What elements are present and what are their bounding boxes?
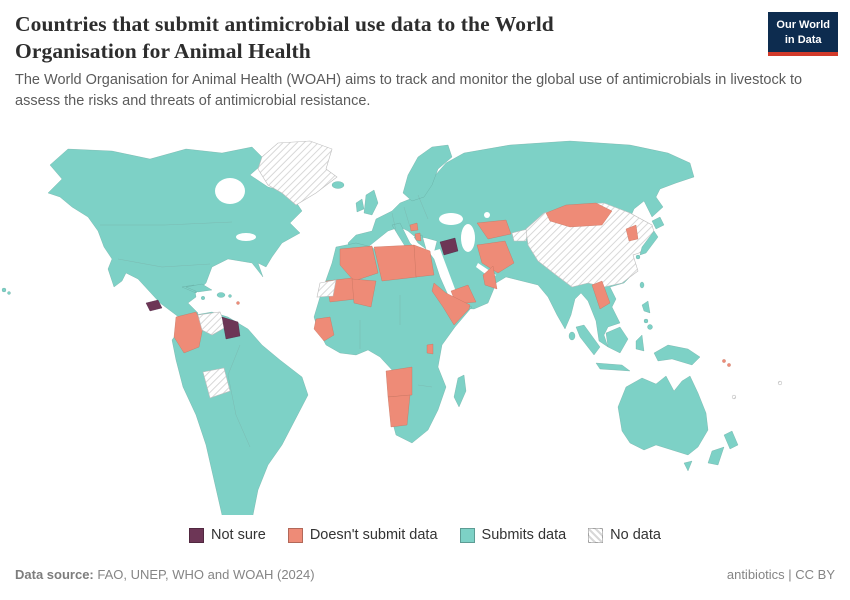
legend-item-submits[interactable]: Submits data [459,527,567,543]
border-europe-2 [403,206,411,228]
country-laos[interactable] [591,280,611,310]
border-us-mexico [117,258,211,268]
hawaii-islands[interactable] [1,287,7,293]
country-australia[interactable] [617,375,709,456]
chart-footer: Data source: FAO, UNEP, WHO and WOAH (20… [15,567,835,582]
red-sea [433,249,458,301]
country-albania[interactable] [414,232,422,242]
country-tasmania[interactable] [683,460,693,472]
country-iceland[interactable] [331,181,345,189]
legend-swatch-submits [459,527,475,543]
world-map[interactable] [0,135,850,576]
country-united-kingdom[interactable] [363,189,379,216]
country-sri-lanka[interactable] [568,331,576,341]
hudson-bay [215,178,245,204]
great-lakes [236,233,256,241]
country-algeria[interactable] [339,245,379,282]
country-mali[interactable] [351,278,377,308]
country-japan[interactable] [639,230,659,256]
border-europe-3 [417,194,429,220]
country-syria[interactable] [439,237,459,256]
country-china[interactable] [525,202,657,288]
philippines-mindanao[interactable] [647,324,653,330]
country-solomon-islands[interactable] [727,363,731,367]
country-namibia[interactable] [387,394,411,428]
data-source-value: FAO, UNEP, WHO and WOAH (2024) [93,567,315,582]
country-taiwan[interactable] [639,281,645,289]
border-us-canada [100,221,233,226]
country-colombia[interactable] [173,311,204,354]
country-jamaica[interactable] [200,295,206,301]
japan-kyushu[interactable] [635,254,641,260]
country-oman[interactable] [482,265,498,290]
border-europe-1 [391,212,397,232]
legend-swatch-doesnt-submit [287,527,303,543]
country-greenland[interactable] [257,140,338,206]
country-rwanda-burundi[interactable] [426,343,434,355]
country-bolivia[interactable] [202,367,231,399]
country-puerto-rico[interactable] [228,294,232,298]
country-borneo[interactable] [605,326,629,354]
country-sumatra-indonesia[interactable] [575,324,601,356]
country-bosnia-and-herzegovina[interactable] [409,222,419,232]
country-venezuela[interactable] [197,311,227,336]
country-el-salvador[interactable] [145,299,163,312]
world-map-container [0,135,850,576]
legend-label-no-data: No data [610,527,661,543]
border-africa-3 [417,384,433,388]
country-dominican-republic[interactable] [216,292,226,298]
legend-label-submits: Submits data [481,527,567,543]
page-title: Countries that submit antimicrobial use … [15,12,554,63]
country-java-indonesia[interactable] [595,362,631,372]
country-solomon-islands[interactable] [722,359,726,363]
new-zealand-north-island[interactable] [723,430,739,450]
lesser-antilles-island[interactable] [236,301,240,305]
legend-label-doesnt-submit: Doesn't submit data [309,527,438,543]
country-sulawesi[interactable] [635,334,645,352]
country-papua-new-guinea[interactable] [653,344,701,366]
philippines-island[interactable] [643,318,649,324]
hawaii-islands[interactable] [7,291,11,295]
japan-hokkaido[interactable] [651,216,665,230]
legend-swatch-not-sure [189,527,205,543]
country-ireland[interactable] [355,198,365,213]
country-angola[interactable] [385,366,413,398]
chart-subtitle: The World Organisation for Animal Health… [15,72,803,109]
legend-label-not-sure: Not sure [211,527,266,543]
country-guinea-liberia[interactable] [313,316,335,342]
legend-swatch-no-data [588,527,604,543]
country-fiji[interactable] [777,380,783,386]
legend-item-no-data[interactable]: No data [588,527,661,543]
owid-logo-line2: in Data [784,33,822,46]
country-somalia-horn[interactable] [431,282,471,326]
country-north-korea[interactable] [625,224,639,242]
legend-item-not-sure[interactable]: Not sure [189,527,266,543]
country-new-caledonia[interactable] [731,394,737,400]
owid-logo[interactable]: Our World in Data [768,12,838,57]
black-sea [439,213,463,225]
data-source-label: Data source: [15,567,94,582]
country-turkmenistan[interactable] [476,219,512,240]
country-western-sahara[interactable] [316,279,337,298]
country-cuba[interactable] [185,283,213,293]
map-legend: Not sure Doesn't submit data Submits dat… [0,527,850,543]
data-source: Data source: FAO, UNEP, WHO and WOAH (20… [15,567,315,582]
legend-item-doesnt-submit[interactable]: Doesn't submit data [287,527,438,543]
owid-logo-line1: Our World [776,19,830,31]
new-zealand-south-island[interactable] [707,446,725,466]
caspian-sea [461,224,475,252]
aral-sea [484,212,490,218]
country-iran[interactable] [476,240,515,274]
country-kyrgyzstan-tajikistan[interactable] [511,228,529,242]
footer-links[interactable]: antibiotics | CC BY [726,567,835,582]
country-madagascar[interactable] [453,374,467,408]
country-mongolia[interactable] [545,202,613,228]
country-guyana[interactable] [221,316,241,340]
border-brazil-west [227,344,251,448]
country-philippines-luzon[interactable] [641,300,651,314]
region-scandinavia[interactable] [402,144,453,202]
country-egypt[interactable] [413,244,435,278]
